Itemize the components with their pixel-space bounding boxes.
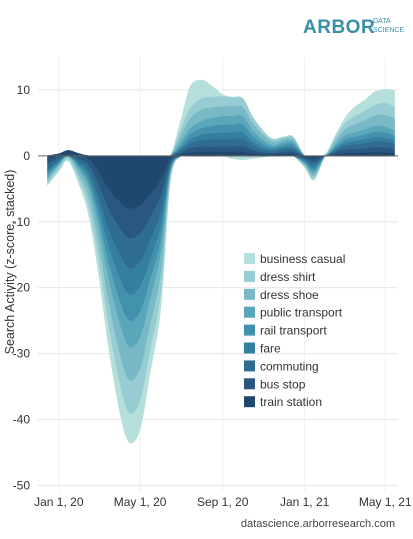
brand-tagline-line-1: DATA [373,18,391,25]
y-axis-ticks: 10 0 -10 -20 -30 -40 -50 [13,83,31,492]
legend-label-train-station: train station [260,395,322,409]
y-tick-label: 0 [23,149,30,163]
y-axis-label: Search Activity (z-score, stacked) [3,170,17,355]
brand-logo: ARBOR DATA SCIENCE [303,17,404,38]
legend-swatch-dress-shirt [244,270,255,282]
y-tick-label: -30 [13,347,31,361]
y-tick-label: -50 [13,478,31,492]
brand-tagline-line-2: SCIENCE [373,27,404,34]
x-tick-label: May 1, 20 [114,495,167,509]
x-tick-label: Jan 1, 20 [34,495,84,509]
y-tick-label: -10 [13,215,31,229]
legend-swatch-dress-shoe [244,288,255,300]
x-tick-label: Jan 1, 21 [280,495,330,509]
legend-label-public-transport: public transport [260,306,343,320]
legend-label-dress-shirt: dress shirt [260,270,316,284]
legend-swatch-business-casual [244,253,255,264]
legend-swatch-public-transport [244,306,255,318]
brand-name: ARBOR [303,17,375,38]
legend-label-commuting: commuting [260,359,319,373]
legend-swatch-commuting [244,360,255,372]
legend: business casual dress shirt dress shoe publ… [244,252,345,409]
x-axis-ticks: Jan 1, 20 May 1, 20 Sep 1, 20 Jan 1, 21 May … [34,495,412,509]
legend-swatch-rail-transport [244,324,255,336]
legend-label-rail-transport: rail transport [260,324,327,338]
legend-label-business-casual: business casual [260,252,345,266]
legend-label-dress-shoe: dress shoe [260,288,319,302]
y-tick-label: -40 [13,413,31,427]
y-tick-label: -20 [13,281,31,295]
legend-swatch-train-station [244,396,255,408]
y-tick-label: 10 [17,83,31,97]
legend-swatch-bus-stop [244,378,255,390]
legend-label-bus-stop: bus stop [260,377,306,391]
legend-swatch-fare [244,342,255,354]
x-tick-label: May 1, 21 [359,495,412,509]
legend-label-fare: fare [260,342,281,356]
source-credit: datascience.arborresearch.com [241,518,395,530]
x-tick-label: Sep 1, 20 [197,495,249,509]
